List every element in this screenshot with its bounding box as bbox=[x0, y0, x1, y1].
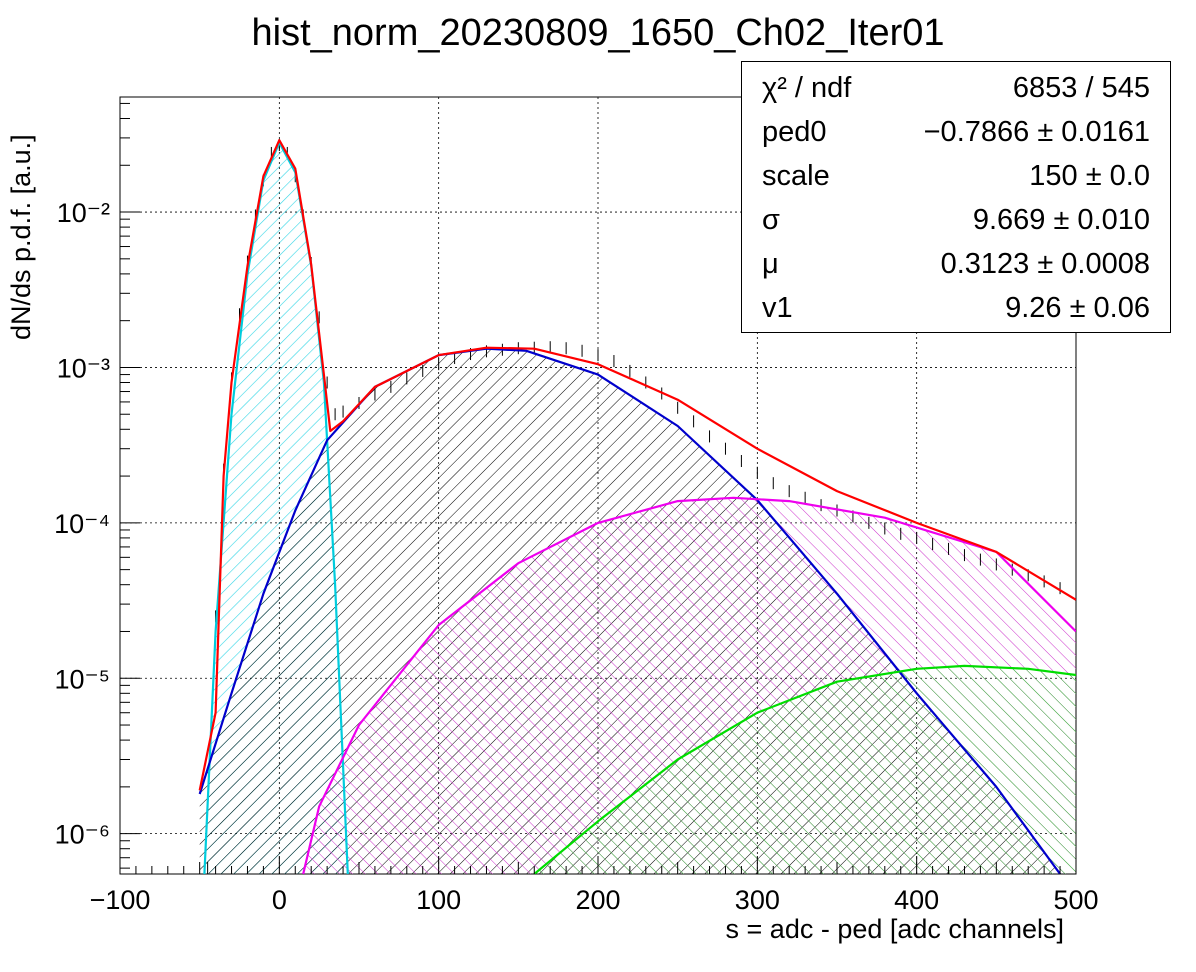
x-tick-label: 400 bbox=[894, 885, 939, 915]
stat-value: 9.669 ± 0.010 bbox=[972, 204, 1150, 236]
stat-name: σ bbox=[762, 204, 780, 236]
y-axis-label: dN/ds p.d.f. [a.u.] bbox=[6, 134, 36, 340]
stat-value: 6853 / 545 bbox=[1012, 72, 1150, 104]
stat-row-sigma: σ 9.669 ± 0.010 bbox=[762, 204, 1150, 244]
stat-name: χ² / ndf bbox=[762, 72, 852, 104]
stat-value: −0.7866 ± 0.0161 bbox=[923, 116, 1150, 148]
stat-value: 0.3123 ± 0.0008 bbox=[940, 248, 1150, 280]
fit-curves bbox=[198, 139, 1076, 874]
first-component-curve bbox=[198, 347, 1061, 874]
stat-row-ped0: ped0 −0.7866 ± 0.0161 bbox=[762, 116, 1150, 156]
axes: −100 0 100 200 300 400 500 10⁻⁶ 10⁻⁵ 10⁻⁴ 10⁻³ 10⁻² bbox=[54, 102, 1099, 915]
stat-row-scale: scale 150 ± 0.0 bbox=[762, 160, 1150, 200]
y-tick-label: 10⁻⁶ bbox=[55, 820, 110, 850]
third-component-fill bbox=[534, 665, 1076, 874]
x-tick-label: 300 bbox=[735, 885, 780, 915]
y-tick-label: 10⁻⁴ bbox=[54, 509, 110, 539]
stat-name: scale bbox=[762, 160, 830, 192]
x-tick-label: 100 bbox=[416, 885, 461, 915]
stat-name: v1 bbox=[762, 292, 793, 324]
fit-stats-box: χ² / ndf 6853 / 545 ped0 −0.7866 ± 0.016… bbox=[741, 61, 1171, 333]
stat-value: 150 ± 0.0 bbox=[1029, 160, 1150, 192]
stat-row-mu: μ 0.3123 ± 0.0008 bbox=[762, 248, 1150, 288]
x-axis-label: s = adc - ped [adc channels] bbox=[726, 914, 1064, 944]
stat-row-chi2: χ² / ndf 6853 / 545 bbox=[762, 72, 1150, 112]
x-tick-label: 500 bbox=[1053, 885, 1098, 915]
third-component-curve bbox=[533, 664, 1076, 874]
second-component-curve bbox=[302, 496, 1076, 874]
stat-name: μ bbox=[762, 248, 779, 280]
component-fills bbox=[199, 142, 1076, 874]
stat-value: 9.26 ± 0.06 bbox=[1005, 292, 1150, 324]
y-tick-label: 10⁻³ bbox=[57, 353, 110, 383]
stat-row-v1: v1 9.26 ± 0.06 bbox=[762, 292, 1150, 332]
x-tick-label: 0 bbox=[272, 885, 287, 915]
stat-name: ped0 bbox=[762, 116, 827, 148]
y-tick-label: 10⁻⁵ bbox=[55, 664, 110, 694]
y-tick-label: 10⁻² bbox=[57, 198, 110, 228]
total-fit-curve bbox=[198, 139, 1076, 791]
x-tick-label: −100 bbox=[90, 885, 151, 915]
chart-title: hist_norm_20230809_1650_Ch02_Iter01 bbox=[251, 12, 945, 54]
x-tick-label: 200 bbox=[575, 885, 620, 915]
